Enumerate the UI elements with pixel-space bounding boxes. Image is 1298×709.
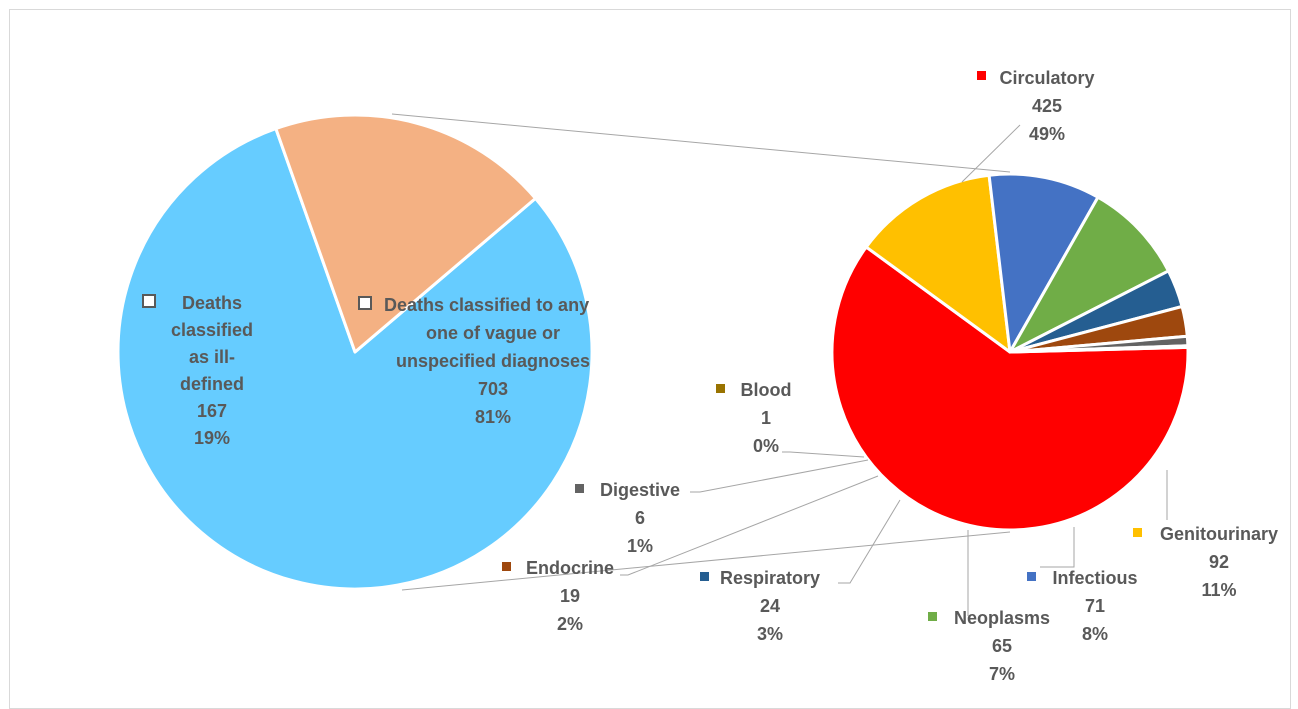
legend-key-blood bbox=[716, 384, 725, 393]
connector-bottom bbox=[401, 531, 1011, 591]
label-ill-line1: Deaths bbox=[182, 293, 242, 313]
pie-of-pie-chart: Deaths classified to any one of vague or… bbox=[116, 68, 1278, 684]
label-neoplasms: Neoplasms 65 7% bbox=[928, 608, 1050, 684]
label-infectious: Infectious 71 8% bbox=[1027, 568, 1138, 644]
label-genitourinary: Genitourinary 92 11% bbox=[1133, 524, 1278, 600]
label-genitourinary-percent: 11% bbox=[1201, 580, 1236, 600]
breakdown-pie bbox=[830, 172, 1190, 532]
label-vague-line2: one of vague or bbox=[426, 323, 560, 343]
legend-key-ill-defined bbox=[142, 294, 156, 308]
main-pie-slice-deaths-classified-to-any-one-of-vague-or bbox=[116, 127, 594, 591]
label-ill-percent: 19% bbox=[194, 428, 230, 448]
label-respiratory: Respiratory 24 3% bbox=[700, 568, 820, 644]
leader-respiratory bbox=[838, 499, 901, 584]
breakdown-pie-slice-blood bbox=[1008, 344, 1190, 354]
label-respiratory-value: 24 bbox=[760, 596, 780, 616]
label-neoplasms-name: Neoplasms bbox=[954, 608, 1050, 628]
label-infectious-value: 71 bbox=[1085, 596, 1105, 616]
pie-connector-lines bbox=[391, 113, 1011, 591]
connector-top bbox=[391, 113, 1011, 173]
label-genitourinary-value: 92 bbox=[1209, 552, 1229, 572]
label-neoplasms-percent: 7% bbox=[989, 664, 1015, 684]
legend-key-infectious bbox=[1027, 572, 1036, 581]
label-endocrine: Endocrine 19 2% bbox=[502, 558, 614, 634]
main-pie bbox=[116, 113, 594, 591]
breakdown-pie-slice-neoplasms bbox=[1008, 195, 1170, 354]
label-infectious-name: Infectious bbox=[1052, 568, 1137, 588]
legend-key-genitourinary bbox=[1133, 528, 1142, 537]
breakdown-pie-slice-infectious bbox=[987, 172, 1100, 354]
label-ill-value: 167 bbox=[197, 401, 227, 421]
label-blood-value: 1 bbox=[761, 408, 771, 428]
label-genitourinary-name: Genitourinary bbox=[1160, 524, 1278, 544]
breakdown-pie-slice-genitourinary bbox=[864, 173, 1012, 354]
breakdown-pie-slice-circulatory bbox=[830, 245, 1190, 532]
label-ill-defined: Deaths classified as ill- defined 167 19… bbox=[142, 293, 253, 448]
label-blood: Blood 1 0% bbox=[716, 380, 792, 456]
leader-endocrine bbox=[620, 475, 879, 576]
label-vague-value: 703 bbox=[478, 379, 508, 399]
leader-digestive bbox=[690, 459, 869, 493]
label-blood-percent: 0% bbox=[753, 436, 779, 456]
leader-blood bbox=[782, 451, 865, 458]
legend-key-circulatory bbox=[977, 71, 986, 80]
main-pie-slice-deaths-classified-as-ill-defined bbox=[274, 113, 537, 354]
label-vague: Deaths classified to any one of vague or… bbox=[358, 295, 590, 427]
label-ill-line4: defined bbox=[180, 374, 244, 394]
label-respiratory-name: Respiratory bbox=[720, 568, 820, 588]
label-circulatory-value: 425 bbox=[1032, 96, 1062, 116]
label-vague-percent: 81% bbox=[475, 407, 511, 427]
legend-key-digestive bbox=[575, 484, 584, 493]
label-endocrine-name: Endocrine bbox=[526, 558, 614, 578]
label-digestive-value: 6 bbox=[635, 508, 645, 528]
label-endocrine-percent: 2% bbox=[557, 614, 583, 634]
label-endocrine-value: 19 bbox=[560, 586, 580, 606]
label-ill-line3: as ill- bbox=[189, 347, 235, 367]
label-ill-line2: classified bbox=[171, 320, 253, 340]
leader-infectious bbox=[1040, 527, 1075, 568]
legend-key-respiratory bbox=[700, 572, 709, 581]
label-blood-name: Blood bbox=[741, 380, 792, 400]
leader-circulatory bbox=[961, 124, 1021, 183]
label-infectious-percent: 8% bbox=[1082, 624, 1108, 644]
label-digestive-name: Digestive bbox=[600, 480, 680, 500]
label-neoplasms-value: 65 bbox=[992, 636, 1012, 656]
label-respiratory-percent: 3% bbox=[757, 624, 783, 644]
label-circulatory: Circulatory 425 49% bbox=[977, 68, 1095, 144]
legend-key-neoplasms bbox=[928, 612, 937, 621]
label-circulatory-percent: 49% bbox=[1029, 124, 1065, 144]
legend-key-vague bbox=[358, 296, 372, 310]
legend-key-endocrine bbox=[502, 562, 511, 571]
label-digestive-percent: 1% bbox=[627, 536, 653, 556]
label-digestive: Digestive 6 1% bbox=[575, 480, 680, 556]
label-vague-line3: unspecified diagnoses bbox=[396, 351, 590, 371]
label-vague-line1: Deaths classified to any bbox=[384, 295, 589, 315]
label-circulatory-name: Circulatory bbox=[999, 68, 1094, 88]
leader-lines bbox=[620, 124, 1168, 616]
